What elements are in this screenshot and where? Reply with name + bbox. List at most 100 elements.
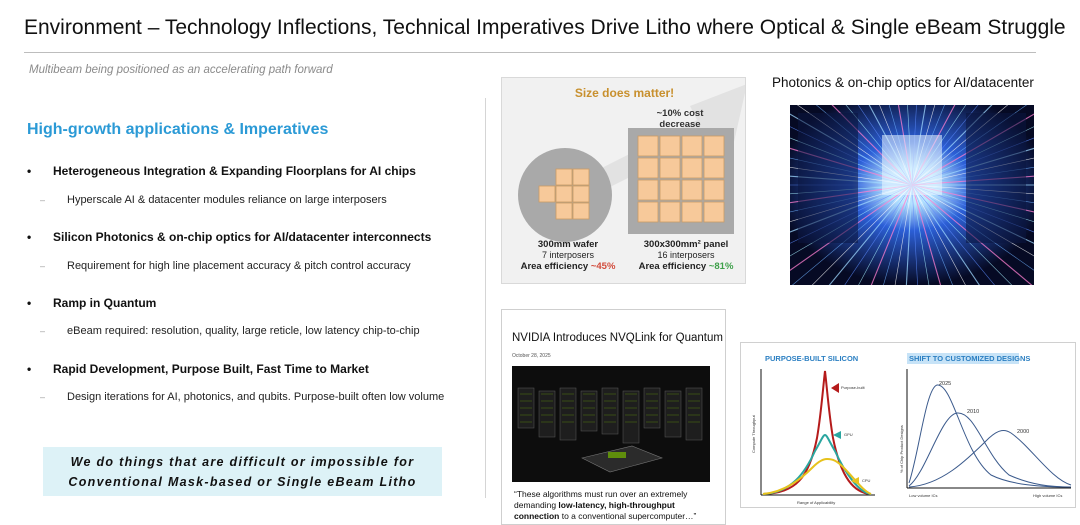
wafer-interposer-tile (555, 202, 573, 220)
bullet-title: Ramp in Quantum (53, 296, 157, 310)
server-rack (622, 390, 640, 444)
pointer-purpose-built (831, 383, 839, 393)
bullet-rapid-development: • Rapid Development, Purpose Built, Fast … (27, 362, 369, 376)
panel-interposer-tile (659, 157, 681, 179)
panel-efficiency-value: ~81% (708, 261, 734, 272)
label-purpose-built: Purpose-built (841, 385, 865, 390)
server-rack (601, 387, 619, 435)
bullet-glyph: • (27, 362, 32, 376)
title-divider (24, 52, 1036, 53)
nvidia-quote: “These algorithms must run over an extre… (514, 489, 719, 522)
panel-interposer-tile (637, 157, 659, 179)
size-panel-title: Size does matter! (574, 86, 675, 100)
panel-interposer-grid (637, 135, 725, 223)
panel-efficiency: Area efficiency ~81% (628, 261, 744, 272)
callout-line-1: We do things that are difficult or impos… (70, 454, 415, 469)
quote-text-bold: low-latency, high-throughput connection (514, 500, 675, 521)
wafer-interposer-tile (555, 185, 573, 203)
server-rack (559, 387, 577, 441)
fiber-ray (911, 184, 995, 285)
silicon-charts: PURPOSE-BUILT SILICON Compute Throughput… (751, 353, 1072, 505)
bullet-title: Silicon Photonics & on-chip optics for A… (53, 230, 432, 244)
server-rack (685, 387, 703, 441)
panel-interposer-tile (703, 201, 725, 223)
sub-bullet-text: Design iterations for AI, photonics, and… (67, 391, 445, 403)
server-rack (538, 390, 556, 438)
fiber-ray (905, 184, 913, 285)
wafer-count: 7 interposers (541, 250, 595, 260)
sub-bullet-glyph: – (40, 195, 46, 205)
bullet-quantum: • Ramp in Quantum (27, 296, 156, 310)
label-cpu: CPU (862, 478, 871, 483)
wafer-efficiency-value: ~45% (590, 261, 616, 272)
fiber-ray (911, 184, 966, 285)
pointer-gpu (833, 431, 841, 439)
panel-interposer-tile (703, 135, 725, 157)
server-rack (664, 390, 682, 438)
fiber-ray (911, 184, 930, 285)
vertical-divider (485, 98, 486, 498)
panel-interposer-tile (637, 201, 659, 223)
chart-left-xlabel: Range of Applicability (797, 500, 835, 505)
quote-text-end: to a conventional supercomputer…” (559, 511, 697, 521)
wafer-interposer-tile (538, 185, 556, 203)
fiber-ray (828, 184, 913, 285)
sub-bullet-text: Hyperscale AI & datacenter modules relia… (67, 194, 387, 206)
silicon-charts-panel: PURPOSE-BUILT SILICON Compute Throughput… (740, 342, 1076, 508)
bullet-glyph: • (27, 164, 32, 178)
wafer-caption: 300mm wafer 7 interposers Area efficienc… (509, 239, 627, 272)
panel-interposer-tile (681, 201, 703, 223)
chart-right-xlabel-high: High volume ICs (1033, 493, 1062, 498)
chart-left-series-cpu (762, 457, 872, 495)
fiber-ray (894, 184, 913, 285)
label-2010: 2010 (967, 409, 979, 415)
pointer-cpu (851, 477, 859, 485)
fiber-ray (911, 184, 953, 285)
wafer-interposer-tile (572, 185, 590, 203)
panel-interposer-tile (659, 179, 681, 201)
server-rack-shapes (517, 387, 703, 444)
cost-line-1: ~10% cost (656, 108, 704, 119)
fiber-ray (844, 184, 913, 285)
size-comparison-panel: Size does matter! ~10% cost decrease 300… (501, 77, 746, 284)
slide-title: Environment – Technology Inflections, Te… (24, 16, 1066, 39)
panel-efficiency-label: Area efficiency (638, 261, 707, 272)
fiber-ray (870, 184, 913, 285)
chart-right-title: SHIFT TO CUSTOMIZED DESIGNS (909, 354, 1030, 363)
fiber-ray (858, 184, 913, 285)
chart-right-xlabel-low: Low volume ICs (909, 493, 937, 498)
sub-bullet-design-iterations: – Design iterations for AI, photonics, an… (40, 391, 444, 403)
chart-right-ylabel: % of Chip Product Designs (899, 425, 904, 473)
wafer-interposer-grid (538, 168, 590, 220)
server-racks-image (512, 366, 710, 482)
panel-name: 300x300mm² panel (643, 239, 729, 250)
panel-interposer-tile (681, 135, 703, 157)
panel-interposer-tile (659, 135, 681, 157)
panel-interposer-tile (681, 179, 703, 201)
nvidia-date: October 28, 2025 (512, 353, 551, 359)
sub-bullet-text: Requirement for high line placement accu… (67, 260, 411, 272)
bullet-glyph: • (27, 296, 32, 310)
fiber-ray (911, 184, 918, 285)
sub-bullet-glyph: – (40, 392, 46, 402)
datacenter-fiber-image (790, 105, 1034, 285)
panel-caption: 300x300mm² panel 16 interposers Area eff… (628, 239, 744, 272)
panel-interposer-tile (659, 201, 681, 223)
cost-line-2: decrease (659, 119, 701, 130)
panel-interposer-tile (703, 157, 725, 179)
size-comparison-graphic (518, 84, 745, 242)
chart-right-series-2010 (908, 412, 1072, 488)
bullet-title: Heterogeneous Integration & Expanding Fl… (53, 164, 416, 178)
fiber-ray (911, 184, 1013, 285)
photonics-caption: Photonics & on-chip optics for AI/datace… (772, 75, 1034, 90)
fiber-ray (911, 184, 980, 285)
label-gpu: GPU (844, 432, 853, 437)
chart-right-series-2025 (908, 384, 1072, 488)
sub-bullet-ebeam-required: – eBeam required: resolution, quality, la… (40, 325, 420, 337)
fiber-ray (911, 184, 942, 285)
chart-right-series-2000 (908, 429, 1072, 488)
sub-bullet-interposers: – Hyperscale AI & datacenter modules reli… (40, 194, 387, 206)
slide-subtitle: Multibeam being positioned as an acceler… (29, 64, 333, 76)
sub-bullet-glyph: – (40, 261, 46, 271)
quote-text-start: “These algorithms must run over an extre… (514, 489, 688, 510)
